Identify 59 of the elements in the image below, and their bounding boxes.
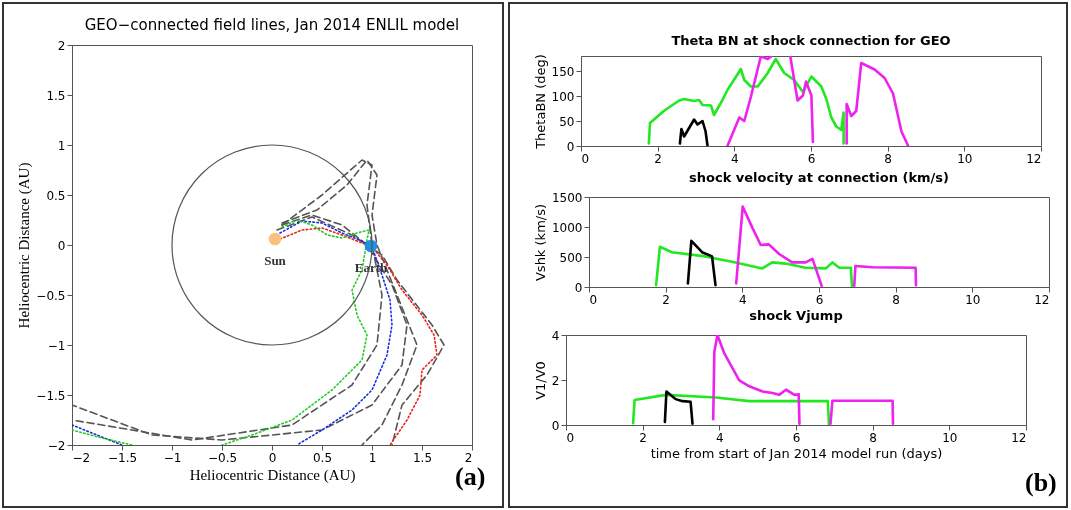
y-tick-label: 0 <box>551 418 560 433</box>
x-tick-label: 8 <box>884 151 892 166</box>
x-tick-label: 2 <box>464 450 473 465</box>
y-tick-label: 1.5 <box>46 88 66 103</box>
y-axis-title: ThetaBN (deg) <box>532 54 548 150</box>
y-tick-label: 1500 <box>551 190 583 205</box>
y-tick-label: 4 <box>551 328 560 343</box>
x-tick-label: 12 <box>1011 430 1027 445</box>
y-tick-label: 2 <box>57 38 66 53</box>
x-tick-label: −0.5 <box>207 450 238 465</box>
y-tick-label: −1.5 <box>36 388 66 403</box>
x-tick-label: 2 <box>639 430 647 445</box>
x-tick-label: 6 <box>815 292 824 307</box>
y-tick-label: 0 <box>574 280 583 295</box>
y-axis-title: Vshk (km/s) <box>532 203 548 282</box>
x-axis-title: time from start of Jan 2014 model run (days) <box>650 445 943 461</box>
x-tick-label: 10 <box>942 430 958 445</box>
y-axis-title: Heliocentric Distance (AU) <box>16 162 34 329</box>
chart-title: Theta BN at shock connection for GEO <box>671 32 951 48</box>
x-tick-label: 12 <box>1034 292 1050 307</box>
y-tick-label: −1 <box>47 338 66 353</box>
chart-title: shock velocity at connection (km/s) <box>689 170 949 185</box>
x-tick-label: 0 <box>589 292 598 307</box>
y-tick-label: 500 <box>559 250 583 265</box>
y-tick-label: 50 <box>559 114 575 129</box>
x-tick-label: 1 <box>368 450 377 465</box>
x-tick-label: 1.5 <box>412 450 433 465</box>
text: (a) <box>455 462 486 492</box>
x-tick-label: 6 <box>792 430 801 445</box>
y-tick-label: 0 <box>57 238 66 253</box>
x-tick-label: −2 <box>72 450 91 465</box>
y-tick-label: 0.5 <box>46 188 66 203</box>
x-tick-label: −1.5 <box>107 450 138 465</box>
x-tick-label: −1 <box>163 450 182 465</box>
x-tick-label: 4 <box>739 292 747 307</box>
y-tick-label: 1 <box>57 138 66 153</box>
x-axis-title: Heliocentric Distance (AU) <box>189 466 356 484</box>
x-tick-label: 6 <box>807 151 816 166</box>
chart-title: shock Vjump <box>749 308 843 323</box>
x-tick-label: 10 <box>965 292 981 307</box>
y-tick-label: 1000 <box>551 220 583 235</box>
y-tick-label: 150 <box>551 64 575 79</box>
x-tick-label: 10 <box>957 151 973 166</box>
annotation: Sun <box>264 253 287 268</box>
x-tick-label: 8 <box>869 430 877 445</box>
x-tick-label: 2 <box>654 151 662 166</box>
x-tick-label: 2 <box>662 292 670 307</box>
y-tick-label: 0 <box>566 139 575 154</box>
y-tick-label: 2 <box>551 373 560 388</box>
text: (b) <box>1025 468 1057 498</box>
chart-title: GEO−connected field lines, Jan 2014 ENLIL model <box>84 16 460 34</box>
x-tick-label: 0 <box>268 450 277 465</box>
y-tick-label: 100 <box>551 89 575 104</box>
y-axis-title: V1/V0 <box>532 361 548 400</box>
x-tick-label: 0.5 <box>312 450 333 465</box>
x-tick-label: 8 <box>892 292 900 307</box>
x-tick-label: 12 <box>1026 151 1042 166</box>
x-tick-label: 4 <box>731 151 739 166</box>
x-tick-label: 4 <box>716 430 724 445</box>
